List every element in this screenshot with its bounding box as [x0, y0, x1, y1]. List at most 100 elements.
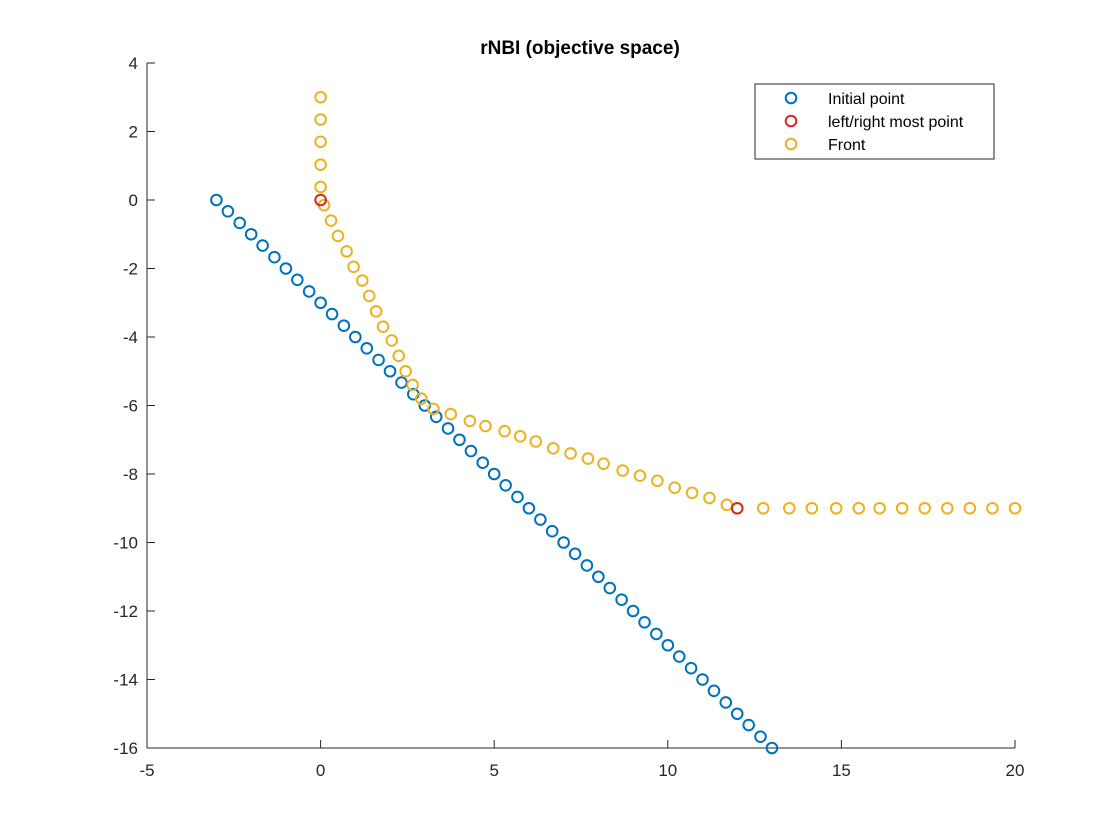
y-tick-label: -4 — [123, 328, 138, 347]
data-point — [651, 474, 664, 488]
x-tick-label: 10 — [658, 761, 677, 780]
data-point — [314, 158, 327, 172]
y-tick-label: -14 — [113, 671, 138, 690]
y-tick-label: -8 — [123, 465, 138, 484]
data-point — [719, 696, 733, 709]
data-point — [314, 90, 327, 104]
legend-label: left/right most point — [828, 114, 964, 131]
legend-label: Initial point — [828, 91, 905, 108]
data-point — [685, 486, 699, 500]
data-point — [918, 501, 932, 515]
legend-marker — [784, 114, 798, 128]
chart-title: rNBI (objective space) — [480, 38, 680, 59]
series-left-right-most-point — [314, 193, 744, 515]
data-point — [545, 524, 559, 538]
data-point — [314, 180, 327, 194]
data-point — [314, 113, 327, 126]
data-point — [754, 730, 767, 743]
data-point — [429, 410, 443, 424]
data-point — [314, 296, 327, 310]
data-point — [210, 193, 223, 207]
data-point — [244, 227, 258, 241]
data-point — [453, 433, 466, 447]
data-point — [441, 422, 455, 435]
axes: -5 0 5 10 15 20 -16 -14 -12 -10 -8 -6 -4 -2 0 2 4 — [113, 54, 1024, 780]
y-tick-label: -6 — [123, 397, 138, 416]
data-point — [684, 661, 698, 675]
data-point — [963, 501, 977, 515]
data-point — [392, 349, 406, 363]
data-point — [233, 216, 247, 230]
data-point — [581, 452, 595, 465]
data-point — [302, 285, 316, 298]
data-point — [314, 135, 327, 149]
data-point — [256, 239, 269, 252]
data-point — [372, 353, 385, 367]
data-point — [895, 501, 909, 515]
data-point — [513, 430, 527, 443]
legend-marker — [784, 91, 798, 105]
data-point — [395, 376, 408, 389]
data-point — [414, 392, 428, 405]
data-point — [557, 536, 570, 549]
data-point — [479, 419, 492, 433]
data-point — [597, 457, 610, 471]
data-point — [221, 205, 235, 218]
y-tick-label: -10 — [113, 534, 138, 553]
data-point — [742, 718, 755, 732]
data-point — [1008, 501, 1022, 515]
data-point — [324, 214, 338, 227]
data-point — [940, 501, 954, 515]
data-point — [568, 547, 582, 561]
data-point — [383, 364, 397, 378]
data-point — [720, 498, 734, 512]
data-point — [696, 673, 709, 686]
data-point — [406, 378, 419, 392]
data-point — [668, 481, 682, 495]
data-point — [661, 638, 675, 652]
data-point — [376, 320, 390, 334]
data-point — [268, 250, 281, 264]
y-tick-label: 2 — [129, 123, 138, 142]
data-point — [638, 616, 651, 629]
data-point — [463, 414, 477, 428]
y-tick-label: 4 — [129, 54, 138, 73]
data-point — [331, 229, 345, 243]
data-point — [783, 501, 796, 515]
data-point — [464, 444, 478, 458]
data-point — [616, 464, 629, 477]
data-point — [703, 491, 716, 505]
data-point — [499, 479, 512, 492]
data-point — [564, 447, 577, 460]
data-point — [592, 570, 605, 584]
data-point — [385, 334, 399, 347]
data-point — [650, 627, 663, 641]
data-point — [444, 407, 458, 421]
data-point — [279, 262, 293, 275]
data-point — [633, 469, 647, 483]
data-point — [340, 245, 353, 258]
data-point — [362, 289, 376, 303]
data-point — [730, 707, 744, 721]
data-point — [546, 442, 560, 455]
series-initial-point — [210, 193, 779, 755]
y-tick-label: -12 — [113, 602, 138, 621]
legend-label: Front — [828, 137, 866, 154]
data-point — [829, 501, 843, 515]
legend: Initial point left/right most point Front — [754, 83, 995, 160]
data-point — [529, 435, 543, 448]
data-point — [399, 364, 412, 378]
data-point — [360, 342, 374, 355]
data-point — [369, 305, 383, 318]
data-point — [805, 501, 819, 515]
data-point — [707, 684, 721, 698]
data-point — [852, 501, 866, 515]
data-point — [476, 456, 490, 469]
data-point — [325, 307, 339, 321]
data-point — [873, 501, 886, 515]
x-tick-label: -5 — [139, 761, 154, 780]
x-tick-label: 5 — [489, 761, 498, 780]
data-point — [580, 559, 594, 572]
y-tick-label: -2 — [123, 260, 138, 279]
